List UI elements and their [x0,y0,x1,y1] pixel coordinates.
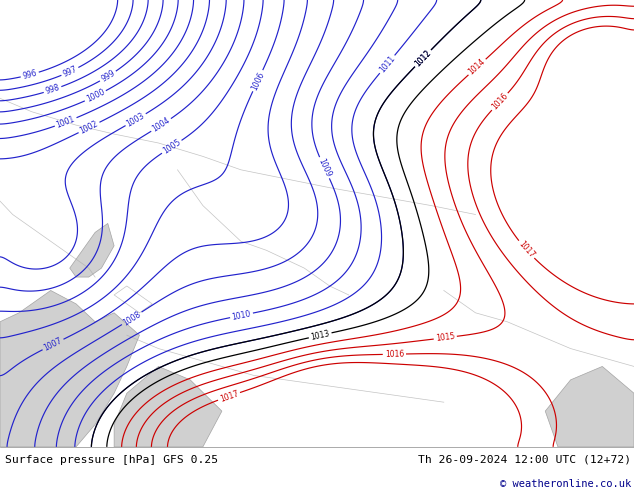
Text: 1012: 1012 [413,49,433,68]
Text: 1000: 1000 [85,88,106,104]
Text: 1016: 1016 [490,92,510,112]
Text: 1009: 1009 [316,157,333,178]
Text: 1016: 1016 [385,349,404,359]
Text: 1008: 1008 [121,309,142,327]
Text: 1013: 1013 [310,329,330,342]
Text: 1006: 1006 [250,70,266,92]
Text: 1017: 1017 [219,389,240,404]
Text: 1002: 1002 [79,119,100,136]
Text: Th 26-09-2024 12:00 UTC (12+72): Th 26-09-2024 12:00 UTC (12+72) [418,455,631,465]
Text: 1007: 1007 [42,336,63,353]
Text: © weatheronline.co.uk: © weatheronline.co.uk [500,479,631,489]
Text: 998: 998 [44,83,61,96]
Text: 996: 996 [22,69,38,81]
Text: 1014: 1014 [467,57,488,77]
Text: 1001: 1001 [55,114,76,130]
Text: 1011: 1011 [378,54,397,74]
Text: 1005: 1005 [161,138,183,156]
Text: 999: 999 [100,69,117,84]
Text: 997: 997 [61,65,79,79]
Text: 1012: 1012 [413,49,433,68]
Text: 1017: 1017 [517,240,536,260]
Text: 1003: 1003 [125,111,146,128]
Text: 1015: 1015 [435,332,455,343]
Text: 1004: 1004 [150,116,172,134]
Text: 1010: 1010 [231,309,252,321]
Text: Surface pressure [hPa] GFS 0.25: Surface pressure [hPa] GFS 0.25 [5,455,218,465]
